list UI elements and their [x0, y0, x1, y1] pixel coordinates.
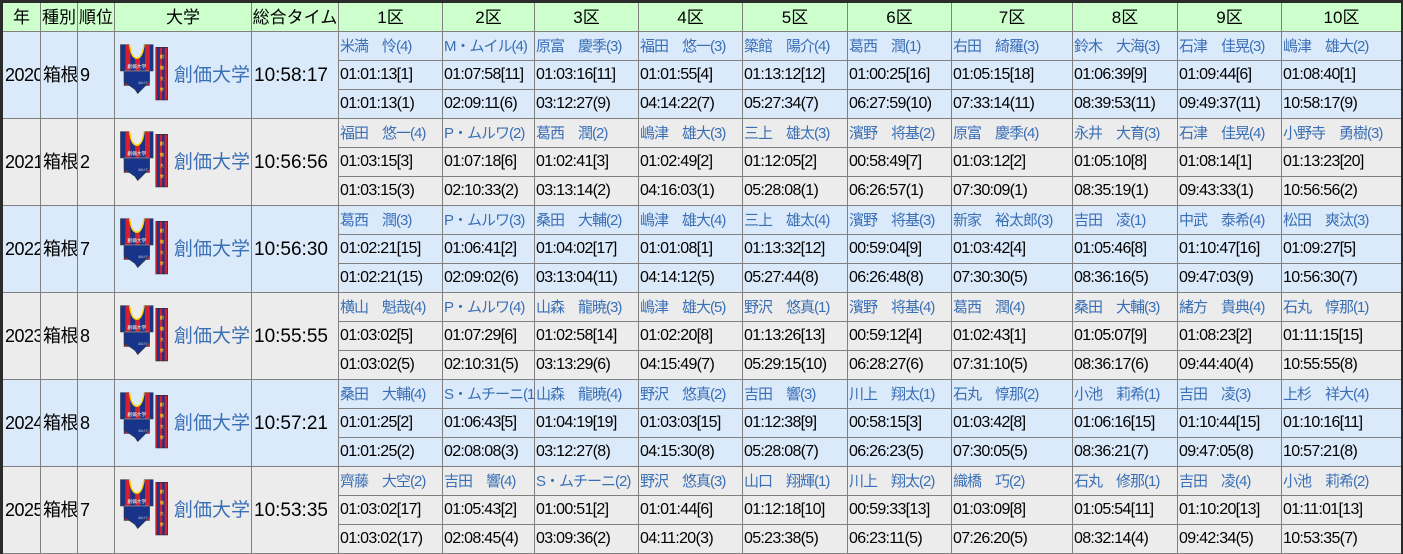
svg-text:創価大学: 創価大学 [126, 63, 146, 70]
svg-text:大: 大 [159, 511, 164, 516]
svg-text:学: 学 [160, 348, 164, 353]
svg-text:価: 価 [159, 500, 164, 505]
svg-text:創価大学: 創価大学 [126, 324, 146, 331]
svg-text:価: 価 [159, 326, 164, 331]
svg-text:大: 大 [159, 76, 164, 81]
svg-text:価: 価 [159, 65, 164, 70]
svg-text:創: 創 [159, 228, 164, 233]
svg-text:創価大学: 創価大学 [126, 150, 146, 157]
svg-text:創: 創 [159, 141, 164, 146]
svg-text:創価大学: 創価大学 [126, 237, 146, 244]
svg-text:学: 学 [160, 522, 164, 527]
svg-text:大: 大 [159, 250, 164, 255]
svg-text:価: 価 [159, 413, 164, 418]
svg-text:価: 価 [159, 152, 164, 157]
svg-text:創: 創 [159, 54, 164, 59]
svg-text:創: 創 [159, 402, 164, 407]
svg-text:大: 大 [159, 163, 164, 168]
svg-text:創価大学: 創価大学 [126, 411, 146, 418]
svg-text:創: 創 [159, 315, 164, 320]
svg-text:大: 大 [159, 337, 164, 342]
svg-text:学: 学 [160, 87, 164, 92]
svg-text:学: 学 [160, 435, 164, 440]
svg-text:創: 創 [159, 489, 164, 494]
svg-text:大: 大 [159, 424, 164, 429]
svg-text:価: 価 [159, 239, 164, 244]
svg-text:学: 学 [160, 174, 164, 179]
svg-text:学: 学 [160, 261, 164, 266]
svg-text:創価大学: 創価大学 [126, 498, 146, 505]
